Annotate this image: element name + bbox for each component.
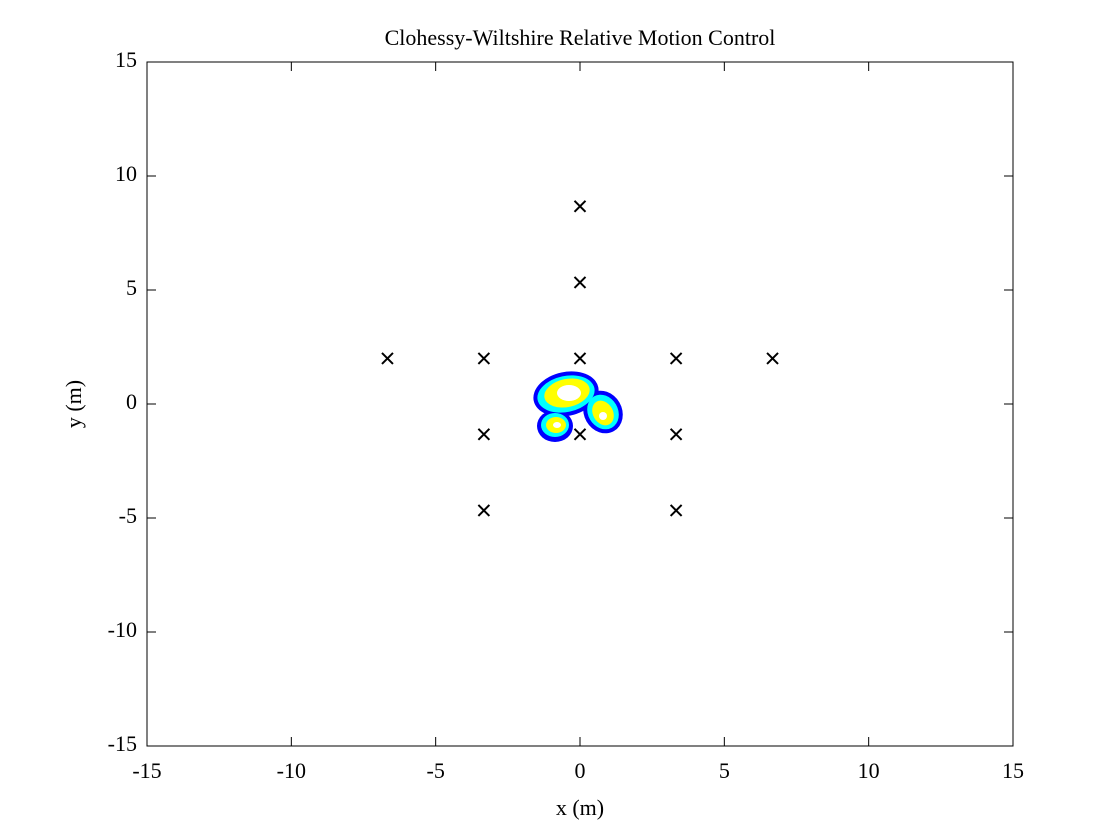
marker [669,504,683,517]
x-tick-label: -10 [277,758,306,783]
marker [477,352,491,365]
chart-title: Clohessy-Wiltshire Relative Motion Contr… [385,25,776,50]
marker [573,276,587,289]
marker [477,504,491,517]
marker [573,352,587,365]
marker [573,200,587,213]
marker [669,352,683,365]
y-tick-label: -5 [119,503,137,528]
x-axis-label: x (m) [556,795,604,820]
y-tick-label: -15 [108,731,137,756]
x-tick-label: 10 [858,758,880,783]
marker [669,428,683,441]
y-axis-label: y (m) [61,380,86,428]
y-tick-label: -10 [108,617,137,642]
contour-level [553,422,561,428]
contour-level [599,412,607,420]
marker [477,428,491,441]
y-tick-label: 15 [115,47,137,72]
y-tick-label: 10 [115,161,137,186]
y-tick-label: 5 [126,275,137,300]
y-tick-label: 0 [126,389,137,414]
x-tick-label: -15 [132,758,161,783]
x-tick-label: 15 [1002,758,1024,783]
x-tick-label: -5 [427,758,445,783]
marker [573,428,587,441]
x-tick-label: 5 [719,758,730,783]
contour-level [557,385,581,401]
x-tick-label: 0 [575,758,586,783]
marker [766,352,779,365]
contour-blobs [533,371,623,442]
marker [381,352,394,365]
